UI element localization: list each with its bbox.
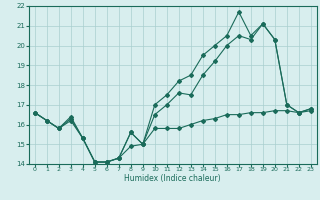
- X-axis label: Humidex (Indice chaleur): Humidex (Indice chaleur): [124, 174, 221, 183]
